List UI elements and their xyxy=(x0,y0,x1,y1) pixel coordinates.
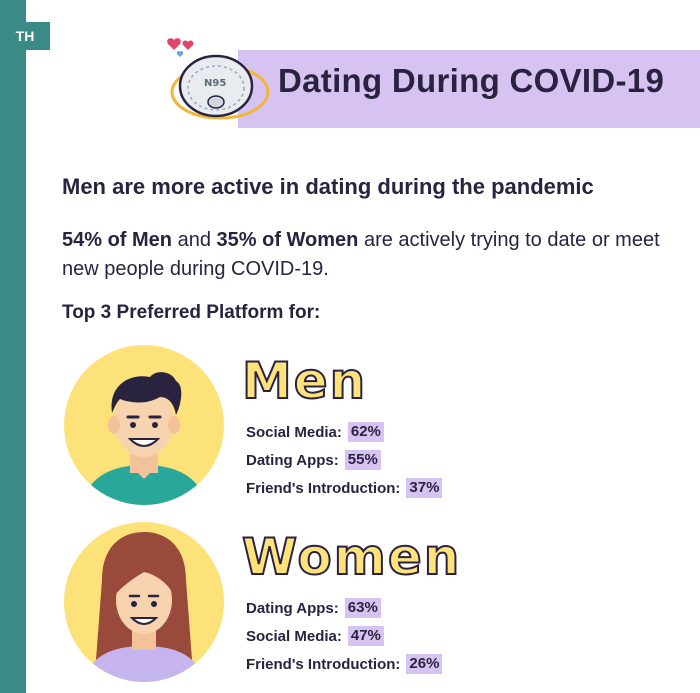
title-band xyxy=(238,50,700,128)
list-item: Friend's Introduction: 37% xyxy=(246,474,443,502)
stat-rest: are actively trying to date or meet new … xyxy=(62,229,660,280)
stat-men: 54% of Men xyxy=(62,229,173,251)
women-group-title: Women xyxy=(241,527,462,587)
platform-label: Dating Apps: xyxy=(246,599,339,617)
list-item: Dating Apps: 63% xyxy=(246,594,442,622)
man-avatar xyxy=(64,345,224,505)
platform-label: Friend's Introduction: xyxy=(246,655,401,673)
stat-women: 35% of Women xyxy=(216,229,359,251)
platform-label: Friend's Introduction: xyxy=(246,479,401,497)
list-item: Social Media: 62% xyxy=(246,418,442,446)
platform-label: Social Media: xyxy=(246,627,342,645)
women-platform-list: Dating Apps: 63% Social Media: 47% Frien… xyxy=(246,594,443,678)
list-item: Friend's Introduction: 26% xyxy=(246,650,443,678)
mask-label: N95 xyxy=(204,78,226,89)
headline: Men are more active in dating during the… xyxy=(62,174,594,199)
page-title: Dating During COVID-19 xyxy=(278,62,665,99)
men-group-title: Men xyxy=(241,351,368,411)
woman-avatar xyxy=(64,522,224,682)
stat-paragraph: 54% of Men and 35% of Women are actively… xyxy=(62,226,662,284)
left-sidebar-stripe xyxy=(0,0,26,693)
platform-percent: 47% xyxy=(347,626,384,646)
n95-mask-icon: N95 xyxy=(167,38,270,120)
list-item: Dating Apps: 55% xyxy=(246,446,442,474)
list-item: Social Media: 47% xyxy=(246,622,442,650)
platform-label: Dating Apps: xyxy=(246,451,339,469)
subhead: Top 3 Preferred Platform for: xyxy=(62,302,321,323)
stat-and: and xyxy=(172,229,217,251)
men-platform-list: Social Media: 62% Dating Apps: 55% Frien… xyxy=(246,418,443,502)
platform-percent: 37% xyxy=(406,478,443,498)
platform-percent: 26% xyxy=(406,654,443,674)
platform-percent: 55% xyxy=(344,450,381,470)
country-tag: TH xyxy=(0,22,50,50)
platform-percent: 63% xyxy=(344,598,381,618)
platform-percent: 62% xyxy=(347,422,384,442)
platform-label: Social Media: xyxy=(246,423,342,441)
